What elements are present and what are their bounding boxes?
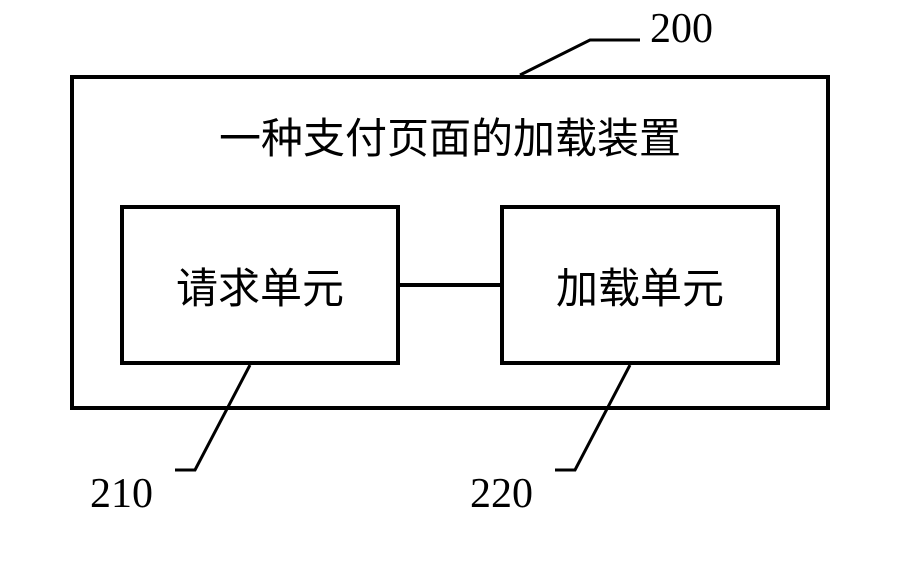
- left-unit-box: 请求单元: [120, 205, 400, 365]
- outer-title: 一种支付页面的加载装置: [74, 105, 826, 166]
- diagram-canvas: 一种支付页面的加载装置 请求单元 加载单元 200 210 220: [0, 0, 909, 563]
- left-unit-label: 请求单元: [176, 255, 344, 316]
- label-210: 210: [90, 470, 153, 518]
- right-unit-label: 加载单元: [556, 255, 724, 316]
- label-200: 200: [650, 5, 713, 53]
- right-unit-box: 加载单元: [500, 205, 780, 365]
- label-220: 220: [470, 470, 533, 518]
- unit-connector: [400, 283, 500, 287]
